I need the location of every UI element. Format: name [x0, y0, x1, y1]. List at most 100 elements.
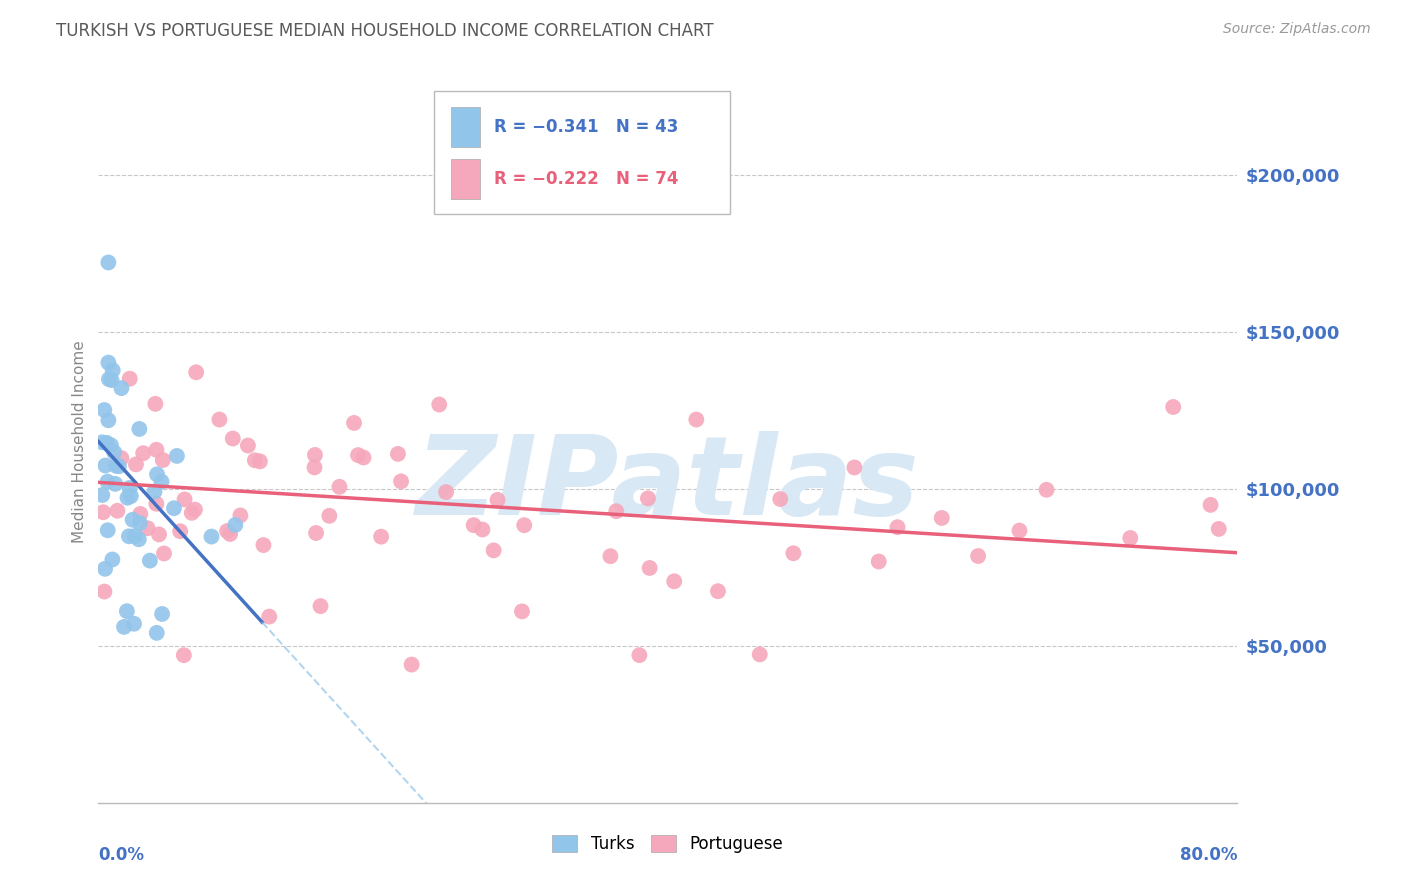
Point [124, 529, 146, 543]
Point [96, 475, 118, 489]
Point [104, 476, 127, 491]
Point [463, 518, 485, 533]
Point [931, 511, 953, 525]
Point [304, 448, 326, 462]
Point [328, 480, 350, 494]
Point [129, 507, 152, 521]
Point [128, 422, 150, 436]
Point [249, 454, 271, 468]
Point [128, 516, 150, 531]
Legend: Turks, Portuguese: Turks, Portuguese [546, 828, 790, 860]
Point [93, 403, 115, 417]
Point [628, 648, 651, 662]
Point [101, 552, 124, 566]
Text: 80.0%: 80.0% [1180, 847, 1237, 864]
Point [637, 491, 659, 506]
Point [318, 508, 340, 523]
Point [1119, 531, 1142, 545]
Point [100, 438, 122, 452]
Text: R = −0.341   N = 43: R = −0.341 N = 43 [494, 118, 678, 136]
Point [208, 412, 231, 426]
Point [97, 356, 120, 370]
Point [343, 416, 366, 430]
Point [886, 520, 908, 534]
Point [387, 447, 409, 461]
Point [110, 381, 132, 395]
Point [1008, 524, 1031, 538]
Point [224, 518, 246, 533]
Point [844, 460, 866, 475]
Point [122, 616, 145, 631]
Point [94, 562, 117, 576]
Point [401, 657, 423, 672]
Point [370, 530, 392, 544]
Point [105, 458, 128, 473]
Point [1208, 522, 1230, 536]
Point [143, 484, 166, 499]
Point [486, 492, 509, 507]
Point [309, 599, 332, 613]
Point [91, 505, 114, 519]
Point [145, 497, 167, 511]
Text: Source: ZipAtlas.com: Source: ZipAtlas.com [1223, 22, 1371, 37]
Point [638, 561, 661, 575]
Point [513, 518, 536, 533]
Point [91, 435, 114, 450]
Point [120, 489, 142, 503]
Point [782, 546, 804, 560]
Point [118, 481, 141, 495]
Point [664, 574, 686, 589]
Point [150, 607, 173, 621]
Point [139, 553, 162, 567]
Point [136, 521, 159, 535]
Point [1199, 498, 1222, 512]
Point [125, 458, 148, 472]
Point [145, 397, 167, 411]
Point [103, 445, 125, 459]
Point [1161, 400, 1184, 414]
Point [118, 372, 141, 386]
FancyBboxPatch shape [434, 91, 731, 214]
Point [434, 485, 457, 500]
Point [121, 513, 143, 527]
Point [169, 524, 191, 539]
Point [108, 459, 131, 474]
Point [347, 448, 370, 462]
Text: R = −0.222   N = 74: R = −0.222 N = 74 [494, 170, 678, 188]
Point [243, 453, 266, 467]
Point [166, 449, 188, 463]
Point [186, 365, 208, 379]
Point [115, 604, 138, 618]
Point [236, 438, 259, 452]
FancyBboxPatch shape [451, 107, 479, 147]
Point [605, 504, 627, 518]
Text: ZIPatlas: ZIPatlas [416, 432, 920, 539]
Point [471, 523, 494, 537]
Point [146, 467, 169, 482]
Point [163, 501, 186, 516]
Point [107, 504, 129, 518]
Point [685, 412, 707, 426]
Point [132, 446, 155, 460]
Point [229, 508, 252, 523]
Point [599, 549, 621, 564]
Point [153, 546, 176, 560]
Point [353, 450, 375, 465]
Point [97, 413, 120, 427]
Text: TURKISH VS PORTUGUESE MEDIAN HOUSEHOLD INCOME CORRELATION CHART: TURKISH VS PORTUGUESE MEDIAN HOUSEHOLD I… [56, 22, 714, 40]
Point [173, 492, 195, 507]
Point [769, 491, 792, 506]
Point [180, 506, 202, 520]
Point [93, 584, 115, 599]
Point [97, 523, 120, 537]
Point [97, 255, 120, 269]
Point [305, 526, 328, 541]
Point [707, 584, 730, 599]
Point [150, 475, 173, 489]
Point [145, 625, 167, 640]
Point [152, 453, 174, 467]
Point [868, 554, 890, 568]
Point [96, 435, 118, 450]
Point [510, 604, 533, 618]
Point [112, 620, 135, 634]
